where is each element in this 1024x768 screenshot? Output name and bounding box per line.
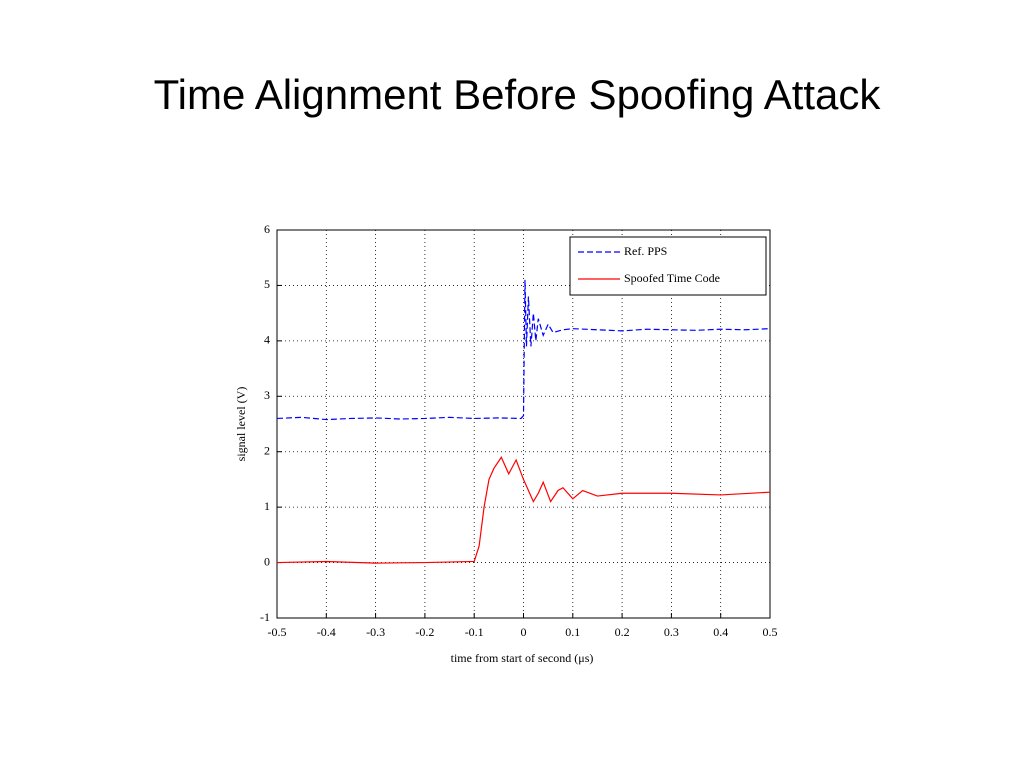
y-axis-label: signal level (V) — [234, 387, 248, 462]
x-tick-label: 0.2 — [615, 625, 630, 639]
y-tick-label: 3 — [264, 388, 270, 402]
slide-title: Time Alignment Before Spoofing Attack — [154, 71, 882, 118]
x-tick-label: 0.4 — [713, 625, 728, 639]
plot-frame — [276, 229, 771, 619]
y-tick-label: -1 — [260, 610, 270, 624]
y-tick-label: 1 — [264, 499, 270, 513]
y-tick-label: 5 — [264, 277, 270, 291]
x-tick-label: -0.3 — [366, 625, 385, 639]
x-tick-label: -0.1 — [465, 625, 484, 639]
y-tick-label: 2 — [264, 443, 270, 457]
x-tick-label: 0 — [521, 625, 527, 639]
x-axis-label: time from start of second (μs) — [451, 651, 594, 665]
data-line — [276, 279, 771, 421]
data-line — [276, 456, 771, 564]
x-tick-label: -0.4 — [317, 625, 336, 639]
x-tick-label: 0.3 — [664, 625, 679, 639]
x-tick-label: 0.1 — [565, 625, 580, 639]
x-tick-label: -0.2 — [415, 625, 434, 639]
y-tick-label: 0 — [264, 554, 270, 568]
legend-box — [569, 236, 767, 296]
x-tick-label: -0.5 — [268, 625, 287, 639]
y-tick-label: 4 — [264, 333, 270, 347]
legend-label: Spoofed Time Code — [624, 271, 720, 285]
y-tick-label: 6 — [264, 222, 270, 236]
x-tick-label: 0.5 — [763, 625, 778, 639]
legend-label: Ref. PPS — [624, 244, 667, 258]
